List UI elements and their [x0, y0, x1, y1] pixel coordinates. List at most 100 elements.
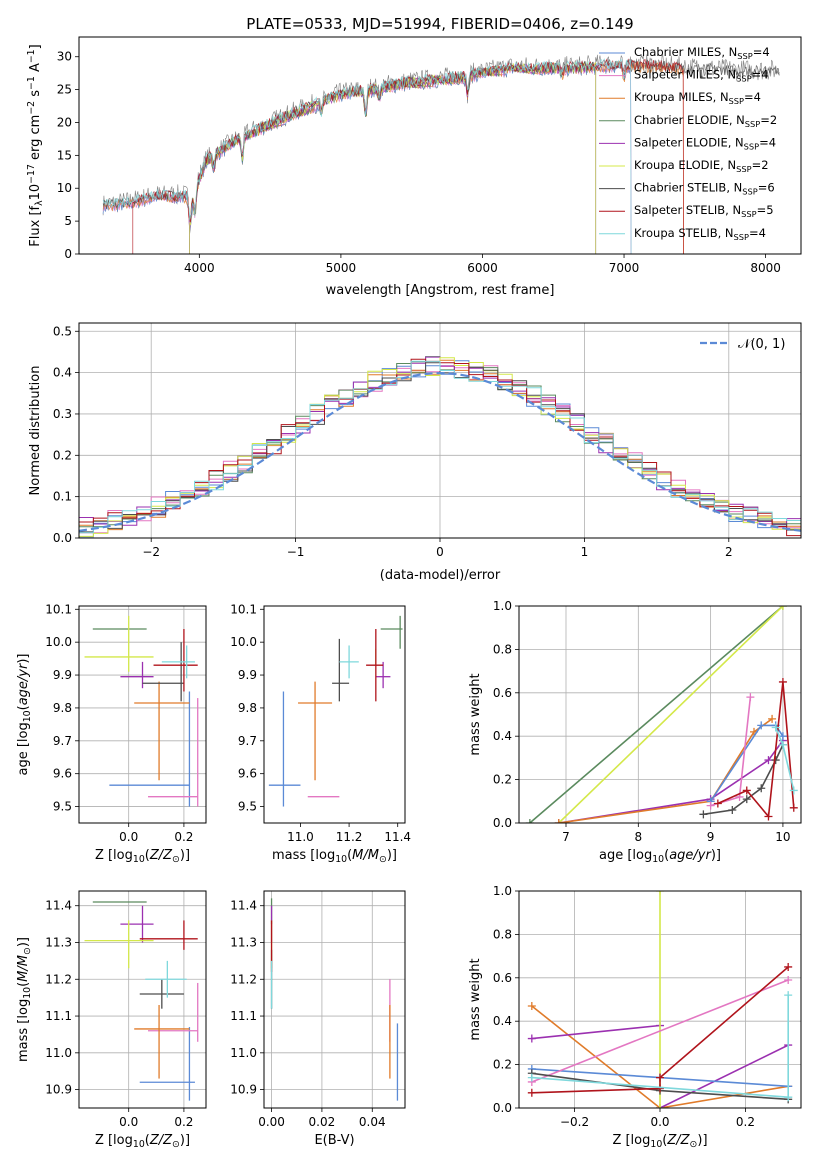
y-axis-label: Normed distribution [28, 366, 43, 496]
spectrum-panel: 4000 5000 6000 7000 8000 0 5 10 15 20 25 30 waveleng… [26, 36, 802, 298]
weight-marker-kroupa_elodie [656, 1104, 664, 1108]
y-tick-label: 9.6 [53, 767, 72, 781]
y-tick-label: 0.2 [53, 448, 72, 462]
y-axis-label: mass weight [468, 673, 483, 755]
plot-frame [78, 890, 207, 1109]
x-tick-label: −0.2 [560, 1115, 589, 1129]
weight-marker-salpeter_stelib [656, 1073, 664, 1082]
weight-marker-chabrier_stelib [757, 784, 766, 793]
weight-marker-salpeter_stelib [527, 1088, 536, 1097]
legend-label: Chabrier ELODIE, NSSP=2 [634, 113, 777, 129]
weight-marker-chabrier_stelib [742, 795, 751, 804]
x-axis-label: age [log10(age/yr)] [599, 848, 721, 865]
y-tick-label: 10.0 [230, 635, 257, 649]
weight-marker-kroupa_elodie [778, 606, 787, 610]
legend-label: Kroupa STELIB, NSSP=4 [634, 226, 766, 242]
weight-marker-salpeter_miles [784, 975, 793, 984]
weight-marker-kroupa_stelib [784, 991, 793, 1000]
y-axis-label: age [log10(age/yr)] [16, 653, 33, 775]
x-tick-label: 8 [634, 830, 642, 844]
y-tick-label: 0.0 [493, 1101, 512, 1115]
y-tick-label: 0.1 [53, 490, 72, 504]
y-tick-label: 11.4 [230, 899, 257, 913]
x-tick-label: −2 [142, 545, 160, 559]
y-tick-label: 9.8 [238, 701, 257, 715]
weight-marker-chabrier_stelib [771, 756, 780, 765]
residuals-plot-area [79, 356, 801, 538]
plot-frame [263, 890, 406, 1109]
mass-vs-ebv-panel: 0.00 0.02 0.04 10.9 11.0 11.1 11.2 11.3 11.4 E(B-… [230, 890, 406, 1148]
age-vs-mass-panel: 11.0 11.2 11.4 9.5 9.6 9.7 9.8 9.9 10.0 10.1 mass … [230, 602, 411, 865]
weight-marker-kroupa_miles [768, 714, 777, 723]
y-tick-label: 0.4 [493, 1014, 512, 1028]
y-tick-label: 11.4 [45, 899, 72, 913]
y-tick-label: 10.9 [230, 1083, 257, 1097]
y-tick-label: 11.3 [45, 935, 72, 949]
x-tick-label: 11.2 [336, 830, 363, 844]
weight-marker-kroupa_stelib [784, 1093, 793, 1102]
y-tick-label: 5 [64, 214, 72, 228]
weight-line-salpeter_miles [531, 979, 789, 1083]
legend-label: Salpeter MILES, NSSP=4 [634, 68, 769, 84]
y-tick-label: 9.7 [53, 734, 72, 748]
weight-marker-salpeter_miles [706, 801, 715, 810]
y-tick-label: 9.8 [53, 701, 72, 715]
x-tick-label: −1 [287, 545, 305, 559]
x-tick-label: 5000 [326, 261, 357, 275]
x-tick-label: 0.02 [309, 1115, 336, 1129]
weight-line-salpeter_stelib [717, 681, 795, 819]
mass-vs-ebv-plot-area [270, 898, 399, 1101]
weight-line-chabrier_miles [709, 724, 784, 802]
y-tick-label: 10.1 [230, 602, 257, 616]
weight-line-chabrier_stelib [703, 744, 784, 816]
plot-frame [78, 605, 207, 824]
x-tick-label: 0.2 [174, 1115, 193, 1129]
figure-title: PLATE=0533, MJD=51994, FIBERID=0406, z=0… [246, 15, 633, 33]
y-tick-label: 9.6 [238, 767, 257, 781]
weight-vs-age-plot-area [525, 606, 798, 823]
x-tick-label: 2 [725, 545, 733, 559]
y-tick-label: 9.5 [53, 800, 72, 814]
x-tick-label: 10 [775, 830, 790, 844]
weight-marker-salpeter_miles [746, 693, 755, 702]
weight-marker-salpeter_stelib [713, 799, 722, 808]
x-tick-label: 0.00 [258, 1115, 285, 1129]
weight-marker-salpeter_stelib [656, 1084, 664, 1093]
y-tick-label: 30 [57, 50, 72, 64]
y-tick-label: 9.9 [53, 668, 72, 682]
weight-marker-kroupa_elodie [656, 891, 664, 895]
y-tick-label: 0.6 [493, 971, 512, 985]
legend-label: Chabrier STELIB, NSSP=6 [634, 181, 775, 197]
weight-marker-salpeter_stelib [784, 962, 793, 971]
histogram-kroupa_stelib [79, 360, 801, 534]
y-tick-label: 10.1 [45, 602, 72, 616]
weight-marker-salpeter_stelib [789, 803, 798, 812]
x-tick-label: 6000 [467, 261, 498, 275]
residuals-panel: −2 −1 0 1 2 0.0 0.1 0.2 0.3 0.4 0.5 (data-model)/er… [28, 322, 802, 583]
legend-label: Kroupa MILES, NSSP=4 [634, 90, 761, 106]
weight-marker-kroupa_miles [527, 1002, 536, 1011]
plot-frame [78, 36, 802, 255]
x-tick-label: 0.0 [119, 830, 138, 844]
plot-frame [78, 322, 802, 539]
weight-line-chabrier_elodie [529, 606, 784, 823]
y-tick-label: 9.9 [238, 668, 257, 682]
normal-curve [79, 371, 801, 532]
y-tick-label: 25 [57, 83, 72, 97]
weight-marker-chabrier_stelib [728, 805, 737, 814]
x-tick-label: 7 [562, 830, 570, 844]
y-tick-label: 0.0 [53, 531, 72, 545]
x-tick-label: 0.0 [119, 1115, 138, 1129]
y-tick-label: 0.4 [493, 729, 512, 743]
y-tick-label: 0.0 [493, 816, 512, 830]
y-tick-label: 0.8 [493, 927, 512, 941]
weight-marker-salpeter_stelib [764, 812, 773, 821]
y-tick-label: 0.2 [493, 773, 512, 787]
weight-line-salpeter_stelib [531, 966, 789, 1094]
x-axis-label: Z [log10(Z/Z⊙)] [95, 848, 190, 865]
plot-frame [518, 890, 802, 1109]
weight-line-salpeter_elodie [659, 1044, 789, 1108]
weight-vs-Z-plot-area [527, 891, 793, 1108]
age-vs-Z-panel: 0.0 0.2 9.5 9.6 9.7 9.8 9.9 10.0 10.1 Z [log10(Z/… [16, 602, 207, 865]
x-tick-label: 9 [707, 830, 715, 844]
